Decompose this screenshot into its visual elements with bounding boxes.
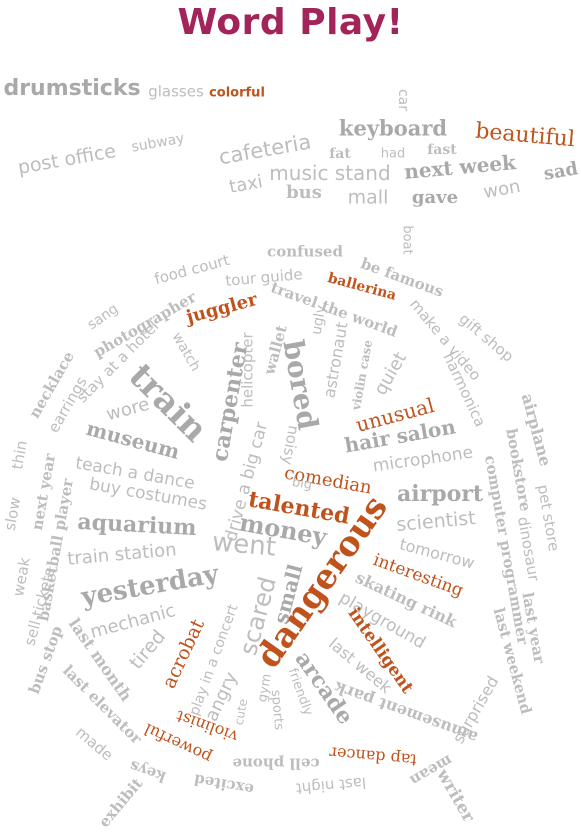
word-won: won xyxy=(481,175,523,204)
word-cell-phone: cell phone xyxy=(232,754,320,773)
word-weak: weak xyxy=(9,555,34,598)
word-big: big xyxy=(290,474,314,494)
word-beautiful: beautiful xyxy=(474,118,576,153)
word-subway: subway xyxy=(130,130,186,156)
word-writer: writer xyxy=(432,765,479,826)
word-colorful: colorful xyxy=(209,85,265,101)
word-had: had xyxy=(380,146,406,162)
word-bus: bus xyxy=(286,182,322,203)
word-quiet: quiet xyxy=(369,348,412,399)
word-went: went xyxy=(210,527,278,563)
word-thin: thin xyxy=(8,439,31,471)
word-last-night: last night xyxy=(295,773,367,798)
page-title: Word Play! xyxy=(177,2,404,43)
word-drumsticks: drumsticks xyxy=(3,76,141,101)
word-airport: airport xyxy=(396,481,484,507)
word-confused: confused xyxy=(267,242,343,261)
word-violin-case: violin case xyxy=(348,338,376,412)
word-food-court: food court xyxy=(152,250,232,289)
word-mall: mall xyxy=(347,186,389,209)
word-wore: wore xyxy=(103,393,152,426)
word-exhibit: exhibit xyxy=(95,774,147,831)
word-bookstore: bookstore xyxy=(502,427,535,513)
word-pet-store: pet store xyxy=(533,483,564,553)
word-aquarium: aquarium xyxy=(76,508,198,542)
word-noisy: noisy xyxy=(278,424,303,467)
word-bored: bored xyxy=(276,337,325,433)
word-car: car xyxy=(395,88,411,112)
word-train-station: train station xyxy=(66,539,178,570)
word-ugly: ugly xyxy=(308,303,330,337)
word-next-week: next week xyxy=(403,150,517,184)
word-made: made xyxy=(72,723,117,765)
word-taxi: taxi xyxy=(227,171,265,198)
word-keyboard: keyboard xyxy=(338,115,448,141)
word-gave: gave xyxy=(411,187,459,208)
word-scientist: scientist xyxy=(395,507,477,536)
word-tap-dancer: tap dancer xyxy=(328,743,418,770)
word-slow: slow xyxy=(0,495,25,532)
word-fast: fast xyxy=(427,142,457,158)
word-yesterday: yesterday xyxy=(79,559,221,613)
word-cute: cute xyxy=(231,697,251,727)
word-sad: sad xyxy=(542,158,580,185)
word-glasses: glasses xyxy=(148,82,204,101)
word-tired: tired xyxy=(125,625,171,674)
word-fat: fat xyxy=(329,146,351,162)
word-boat: boat xyxy=(399,225,415,255)
word-astronaut: astronaut xyxy=(319,320,352,400)
word-post-office: post office xyxy=(16,140,118,179)
word-music-stand: music stand xyxy=(269,161,391,185)
word-excited: excited xyxy=(192,770,256,799)
word-sang: sang xyxy=(84,300,122,334)
word-juggler: juggler xyxy=(184,288,260,329)
word-last-year: last year xyxy=(518,590,549,665)
word-sports: sports xyxy=(267,689,287,731)
word-watch: watch xyxy=(168,329,204,375)
